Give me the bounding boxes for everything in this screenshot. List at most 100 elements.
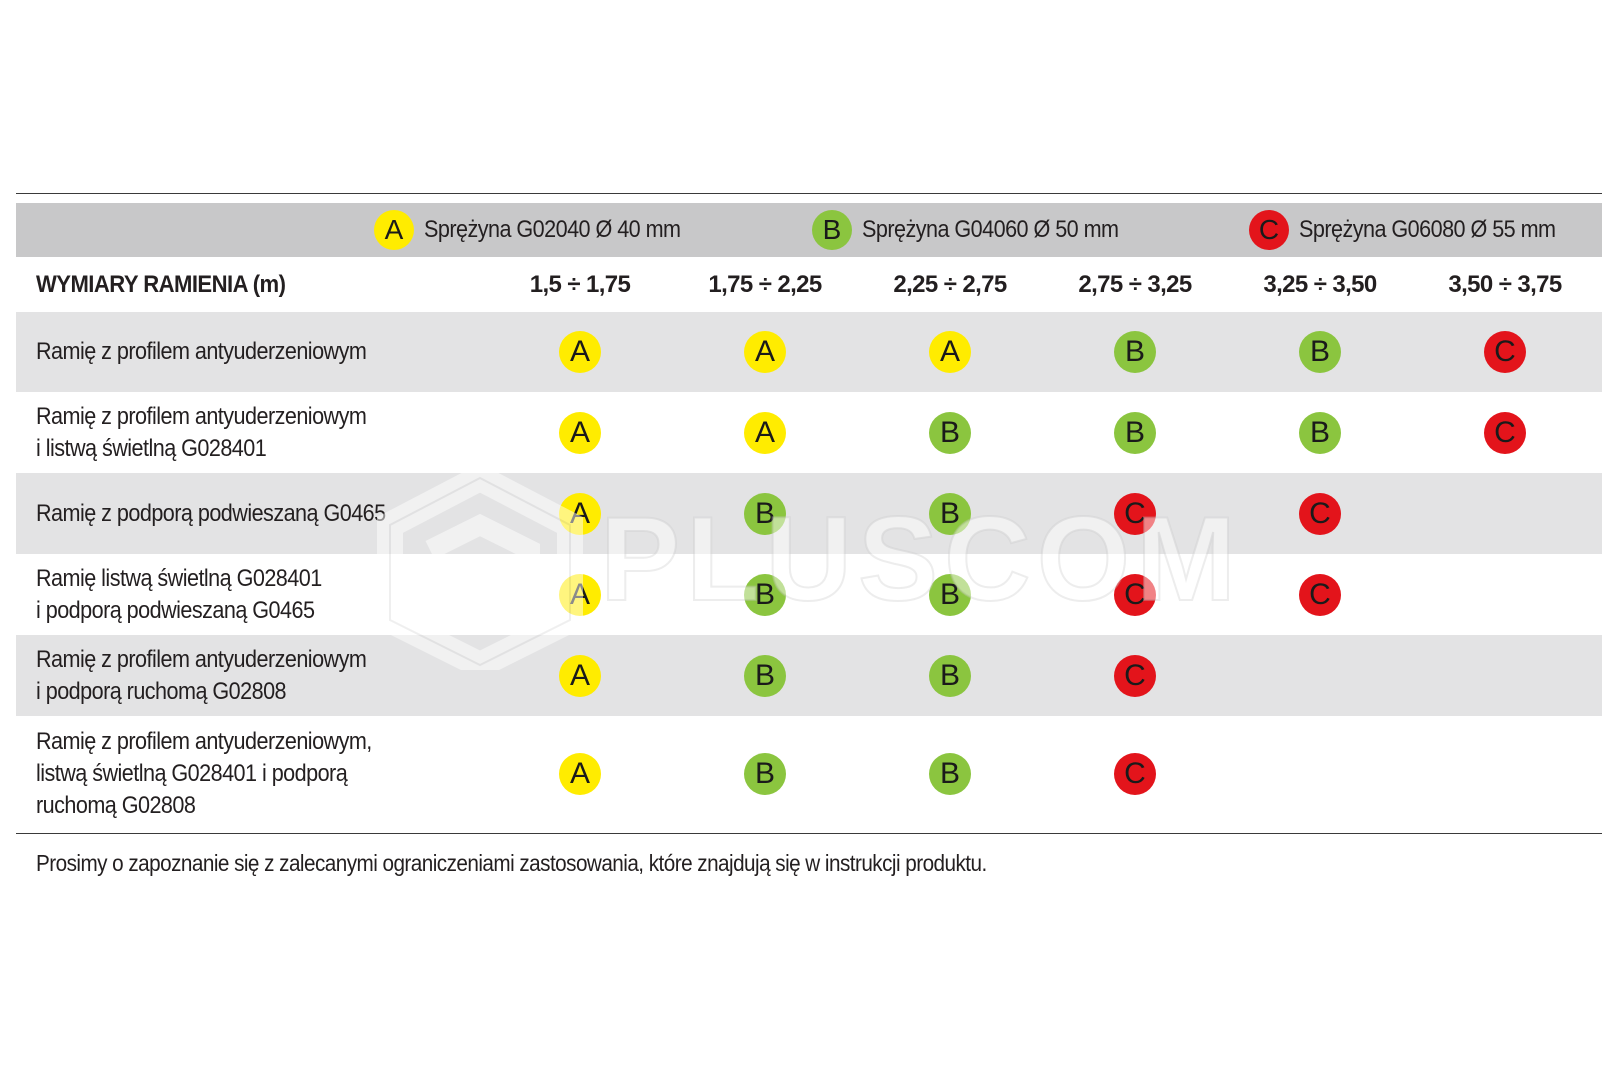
table-cell: A xyxy=(559,753,601,795)
spring-b-badge: B xyxy=(929,492,971,535)
spring-b-badge: B xyxy=(1114,331,1156,373)
legend-bar: A Sprężyna G02040 Ø 40 mm B Sprężyna G04… xyxy=(16,203,1602,257)
row-label-line: i podporą ruchomą G02808 xyxy=(36,677,287,705)
spring-a-badge: A xyxy=(559,654,601,697)
spring-c-badge: C xyxy=(1114,492,1156,535)
table-cell: C xyxy=(1114,492,1156,535)
spring-b-badge: B xyxy=(1299,411,1341,454)
range-header-2: 1,75 ÷ 2,25 xyxy=(708,271,822,298)
table-cell: B xyxy=(929,753,971,795)
spring-b-badge: B xyxy=(929,753,971,795)
row-label-line: i podporą podwieszaną G0465 xyxy=(36,596,315,624)
spring-b-badge: B xyxy=(744,753,786,795)
legend-label-c: Sprężyna G06080 Ø 55 mm xyxy=(1299,216,1556,243)
legend-label-a: Sprężyna G02040 Ø 40 mm xyxy=(424,216,681,243)
spring-b-badge: B xyxy=(812,210,852,250)
table-cell: B xyxy=(744,654,786,697)
range-header-5: 3,25 ÷ 3,50 xyxy=(1263,271,1377,298)
table-cell: A xyxy=(559,331,601,373)
spring-b-badge: B xyxy=(744,492,786,535)
legend-item-c: C Sprężyna G06080 Ø 55 mm xyxy=(1249,209,1584,251)
spring-a-badge: A xyxy=(559,753,601,795)
table-cell: B xyxy=(744,573,786,616)
row-label-line: Ramię z profilem antyuderzeniowym xyxy=(36,645,367,673)
spring-a-badge: A xyxy=(744,411,786,454)
spring-b-badge: B xyxy=(744,654,786,697)
spring-a-badge: A xyxy=(559,492,601,535)
table-row: Ramię z profilem antyuderzeniowym, listwą… xyxy=(16,716,1602,832)
spring-c-badge: C xyxy=(1114,753,1156,795)
row-label-line: Ramię z profilem antyuderzeniowym xyxy=(36,338,367,365)
table-cell: C xyxy=(1299,492,1341,535)
table-cell: B xyxy=(744,492,786,535)
table-cell: A xyxy=(559,411,601,454)
range-header-1: 1,5 ÷ 1,75 xyxy=(529,271,631,298)
row-label-line: Ramię z podporą podwieszaną G0465 xyxy=(36,499,386,527)
spring-c-badge: C xyxy=(1249,210,1289,250)
table-cell: B xyxy=(1114,411,1156,454)
row-label-line: Ramię listwą świetlną G028401 xyxy=(36,564,322,592)
row-label-line: listwą świetlną G028401 i podporą xyxy=(36,760,348,787)
top-rule xyxy=(16,193,1602,194)
spring-b-badge: B xyxy=(929,654,971,697)
table-cell: B xyxy=(1299,411,1341,454)
table-row: Ramię z podporą podwieszaną G0465 A B B C C xyxy=(16,473,1602,554)
legend-item-b: B Sprężyna G04060 Ø 50 mm xyxy=(812,209,1147,251)
spring-a-badge: A xyxy=(374,210,414,250)
table-cell: C xyxy=(1484,331,1526,373)
bottom-rule xyxy=(16,833,1602,834)
table-row: Ramię z profilem antyuderzeniowym i podpo… xyxy=(16,635,1602,716)
table-header-title: WYMIARY RAMIENIA (m) xyxy=(36,271,286,298)
spring-a-badge: A xyxy=(559,573,601,616)
spring-c-badge: C xyxy=(1114,654,1156,697)
table-cell: A xyxy=(559,573,601,616)
row-label: Ramię z profilem antyuderzeniowym i podpo… xyxy=(36,644,367,708)
row-label: Ramię z podporą podwieszaną G0465 xyxy=(36,498,386,530)
table-cell: B xyxy=(929,492,971,535)
table-cell: A xyxy=(744,411,786,454)
row-label-line: i listwą świetlną G028401 xyxy=(36,434,267,462)
row-label: Ramię z profilem antyuderzeniowym, listwą… xyxy=(36,726,372,822)
spring-a-badge: A xyxy=(559,411,601,454)
spring-b-badge: B xyxy=(929,411,971,454)
spring-a-badge: A xyxy=(559,331,601,373)
table-cell: C xyxy=(1484,411,1526,454)
range-header-3: 2,25 ÷ 2,75 xyxy=(893,271,1007,298)
table-cell: A xyxy=(744,331,786,373)
spring-c-badge: C xyxy=(1484,331,1526,373)
table-cell: A xyxy=(929,331,971,373)
table-cell: B xyxy=(929,573,971,616)
table-cell: B xyxy=(1114,331,1156,373)
table-cell: B xyxy=(929,654,971,697)
table-cell: B xyxy=(929,411,971,454)
spring-c-badge: C xyxy=(1299,573,1341,616)
legend-item-a: A Sprężyna G02040 Ø 40 mm xyxy=(374,209,709,251)
spring-a-badge: A xyxy=(744,331,786,373)
spring-c-badge: C xyxy=(1114,573,1156,616)
table-cell: A xyxy=(559,654,601,697)
row-label-line: ruchomą G02808 xyxy=(36,792,196,819)
row-label-line: Ramię z profilem antyuderzeniowym xyxy=(36,402,367,430)
spring-c-badge: C xyxy=(1484,411,1526,454)
table-header-row: WYMIARY RAMIENIA (m) 1,5 ÷ 1,75 1,75 ÷ 2… xyxy=(16,258,1602,312)
spring-b-badge: B xyxy=(1299,331,1341,373)
table-cell: B xyxy=(744,753,786,795)
spring-a-badge: A xyxy=(929,331,971,373)
table-cell: C xyxy=(1299,573,1341,616)
spring-c-badge: C xyxy=(1299,492,1341,535)
legend-label-b: Sprężyna G04060 Ø 50 mm xyxy=(862,216,1119,243)
table-row: Ramię listwą świetlną G028401 i podporą p… xyxy=(16,554,1602,635)
range-header-6: 3,50 ÷ 3,75 xyxy=(1448,271,1562,298)
spring-b-badge: B xyxy=(1114,411,1156,454)
table-cell: A xyxy=(559,492,601,535)
range-header-4: 2,75 ÷ 3,25 xyxy=(1078,271,1192,298)
footnote: Prosimy o zapoznanie się z zalecanymi og… xyxy=(36,850,987,876)
row-label: Ramię z profilem antyuderzeniowym xyxy=(36,336,367,368)
table-cell: B xyxy=(1299,331,1341,373)
row-label: Ramię z profilem antyuderzeniowym i listw… xyxy=(36,401,367,465)
spring-b-badge: B xyxy=(929,573,971,616)
row-label-line: Ramię z profilem antyuderzeniowym, xyxy=(36,728,372,755)
table-row: Ramię z profilem antyuderzeniowym A A A B B C xyxy=(16,312,1602,392)
spring-b-badge: B xyxy=(744,573,786,616)
table-cell: C xyxy=(1114,654,1156,697)
